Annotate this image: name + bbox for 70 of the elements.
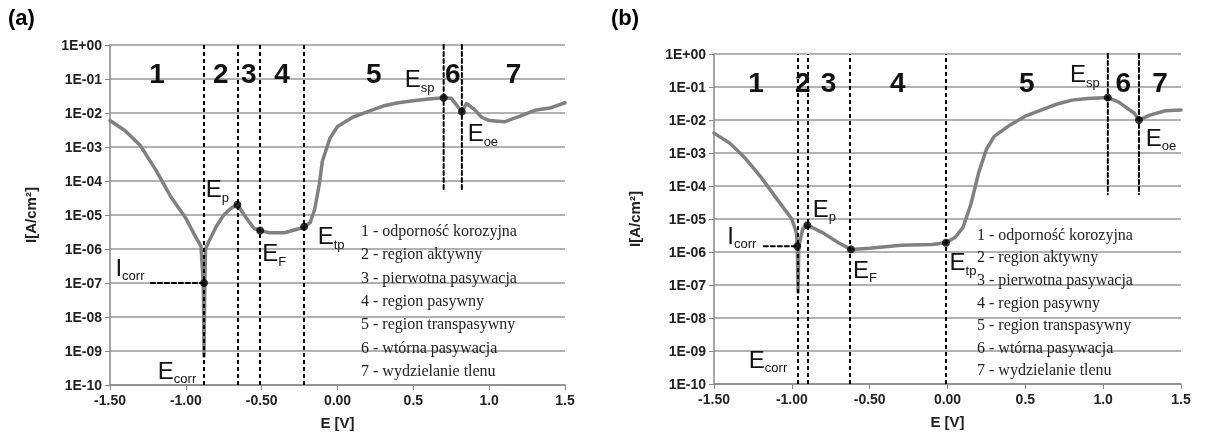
annotation: 6 - wtórna pasywacja bbox=[361, 338, 498, 357]
x-tick-label: 0.5 bbox=[403, 392, 424, 408]
chart-title: (b) bbox=[611, 4, 640, 30]
annotation: 3 bbox=[820, 66, 837, 98]
y-tick-label: 1E-09 bbox=[668, 343, 707, 359]
y-tick-label: 1E-05 bbox=[668, 211, 707, 227]
y-tick-label: 1E-02 bbox=[668, 112, 707, 128]
annotation: 4 bbox=[889, 66, 906, 98]
y-tick-label: 1E-07 bbox=[668, 277, 707, 293]
y-tick-label: 1E-06 bbox=[668, 244, 707, 260]
y-tick-label: 1E-04 bbox=[64, 173, 103, 189]
annotation: 7 bbox=[505, 57, 522, 89]
y-tick-label: 1E+00 bbox=[665, 46, 707, 62]
y-tick-label: 1E-02 bbox=[64, 105, 103, 121]
y-tick-label: 1E-08 bbox=[64, 309, 103, 325]
x-tick-label: -1.50 bbox=[698, 391, 731, 407]
y-tick-label: 1E-04 bbox=[668, 178, 707, 194]
x-axis-title: E [V] bbox=[320, 414, 355, 431]
x-tick-label: -1.00 bbox=[775, 391, 808, 407]
y-tick-label: 1E-08 bbox=[668, 310, 707, 326]
annotation: 2 bbox=[794, 66, 811, 98]
annotation: 4 - region pasywny bbox=[361, 292, 485, 311]
y-tick-label: 1E-10 bbox=[668, 376, 707, 392]
annotation: 1 bbox=[149, 57, 165, 89]
annotation: 1 - odporność korozyjna bbox=[977, 225, 1133, 244]
y-tick-label: 1E-10 bbox=[64, 377, 103, 393]
annotation: 7 bbox=[1152, 66, 1168, 98]
chart-title: (a) bbox=[8, 4, 35, 30]
x-tick-label: -1.50 bbox=[94, 392, 127, 408]
annotation: 1 bbox=[748, 66, 764, 98]
annotation: 4 - region pasywny bbox=[977, 293, 1101, 312]
y-tick-label: 1E-05 bbox=[64, 207, 103, 223]
annotation: 5 - region transpasywny bbox=[977, 316, 1132, 335]
x-tick-label: 1.0 bbox=[1093, 391, 1114, 407]
annotation: 3 - pierwotna pasywacja bbox=[361, 268, 517, 287]
annotation: 6 bbox=[444, 57, 461, 89]
y-tick-label: 1E-03 bbox=[64, 139, 103, 155]
x-axis-title: E [V] bbox=[930, 413, 965, 430]
annotation: 7 - wydzielanie tlenu bbox=[977, 361, 1112, 380]
y-tick-label: 1E-07 bbox=[64, 275, 103, 291]
annotation: 1 - odporność korozyjna bbox=[361, 222, 517, 241]
x-tick-label: -1.00 bbox=[169, 392, 202, 408]
y-tick-label: 1E-01 bbox=[668, 79, 707, 95]
x-tick-label: 0.5 bbox=[1015, 391, 1036, 407]
y-tick-label: 1E-03 bbox=[668, 145, 707, 161]
x-tick-label: 1.5 bbox=[1171, 391, 1191, 407]
y-axis-title: I[A/cm²] bbox=[626, 191, 643, 247]
y-tick-label: 1E+00 bbox=[61, 37, 103, 53]
annotation: 5 bbox=[1019, 66, 1035, 98]
x-tick-label: 0.00 bbox=[323, 392, 352, 408]
x-tick-label: 0.00 bbox=[933, 391, 962, 407]
x-tick-label: -0.50 bbox=[245, 392, 278, 408]
annotation: 6 bbox=[1115, 66, 1132, 98]
y-tick-label: 1E-01 bbox=[64, 71, 103, 87]
x-tick-label: -0.50 bbox=[853, 391, 886, 407]
annotation: 6 - wtórna pasywacja bbox=[977, 338, 1114, 357]
y-tick-label: 1E-06 bbox=[64, 241, 103, 257]
annotation: 2 bbox=[212, 57, 229, 89]
x-tick-label: 1.5 bbox=[555, 392, 575, 408]
annotation: 5 - region transpasywny bbox=[361, 315, 516, 334]
annotation: 3 - pierwotna pasywacja bbox=[977, 271, 1133, 290]
annotation: 2 - region aktywny bbox=[361, 245, 483, 264]
y-tick-label: 1E-09 bbox=[64, 343, 103, 359]
annotation: 4 bbox=[274, 57, 291, 89]
annotation: 7 - wydzielanie tlenu bbox=[361, 361, 496, 380]
annotation: 5 bbox=[366, 57, 382, 89]
annotation: 2 - region aktywny bbox=[977, 248, 1099, 267]
x-tick-label: 1.0 bbox=[479, 392, 500, 408]
y-axis-title: I[A/cm²] bbox=[22, 187, 39, 243]
annotation: 3 bbox=[240, 57, 257, 89]
